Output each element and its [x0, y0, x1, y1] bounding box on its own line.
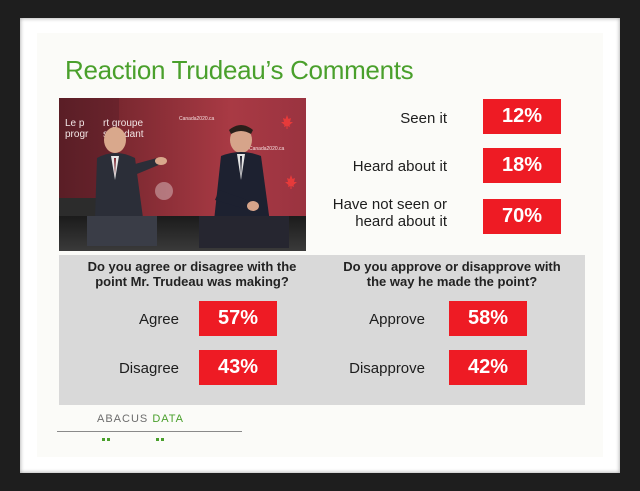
slide-title: Reaction Trudeau’s Comments	[65, 55, 414, 85]
photo-backdrop	[119, 98, 306, 218]
disapprove-value: 42%	[449, 350, 527, 385]
logo-dots	[102, 428, 166, 446]
disapprove-label: Disapprove	[349, 360, 425, 377]
approve-value: 58%	[449, 301, 527, 336]
slide: Reaction Trudeau’s Comments Le p progr r…	[37, 33, 603, 457]
logo-word-abacus: ABACUS	[97, 413, 149, 425]
agree-panel: Do you agree or disagree with the point …	[59, 255, 325, 405]
awareness-label-heard: Heard about it	[352, 158, 447, 175]
photo-sign-text-left: Le p progr	[65, 118, 88, 140]
awareness-label-line: Have not seen or	[332, 196, 447, 213]
awareness-label-line: heard about it	[355, 213, 447, 230]
photo-sign-line: progr	[65, 129, 89, 140]
approve-panel: Do you approve or disapprove with the wa…	[319, 255, 585, 405]
maple-leaf-icon	[285, 175, 297, 189]
logo-text: ABACUS DATA	[97, 413, 184, 425]
question-line: the way he made the point?	[366, 274, 538, 289]
question-line: point Mr. Trudeau was making?	[95, 274, 289, 289]
photo-sign-line: rt groupe	[103, 118, 144, 129]
broadcaster-watermark	[155, 182, 173, 200]
approve-label: Approve	[369, 311, 425, 328]
disagree-label: Disagree	[118, 360, 179, 377]
awareness-label-not-seen: Have not seen or heard about it	[333, 196, 447, 230]
abacus-data-logo: ABACUS DATA	[57, 413, 242, 446]
awareness-label-seen: Seen it	[400, 110, 447, 127]
logo-word-data: DATA	[152, 413, 185, 425]
photo-brand-text: Canada2020.ca	[179, 116, 215, 122]
agree-question: Do you agree or disagree with the point …	[59, 259, 325, 289]
awareness-value-not-seen: 70%	[483, 199, 561, 234]
awareness-value-heard: 18%	[483, 148, 561, 183]
photo-brand-text: Canada2020.ca	[249, 146, 285, 152]
question-line: Do you agree or disagree with the	[87, 259, 297, 274]
photo-person-right	[199, 125, 289, 248]
question-line: Do you approve or disapprove with	[343, 259, 561, 274]
logo-rule	[57, 431, 242, 432]
photo-person-left	[87, 127, 167, 246]
disagree-value: 43%	[199, 350, 277, 385]
agree-value: 57%	[199, 301, 277, 336]
awareness-value-seen: 12%	[483, 99, 561, 134]
maple-leaf-icon	[281, 115, 293, 129]
agree-label: Agree	[138, 311, 179, 328]
photo-sign-line: Le p	[65, 118, 85, 129]
event-photo: Le p progr rt groupe scendant Canada2020…	[59, 98, 306, 251]
approve-question: Do you approve or disapprove with the wa…	[319, 259, 585, 289]
